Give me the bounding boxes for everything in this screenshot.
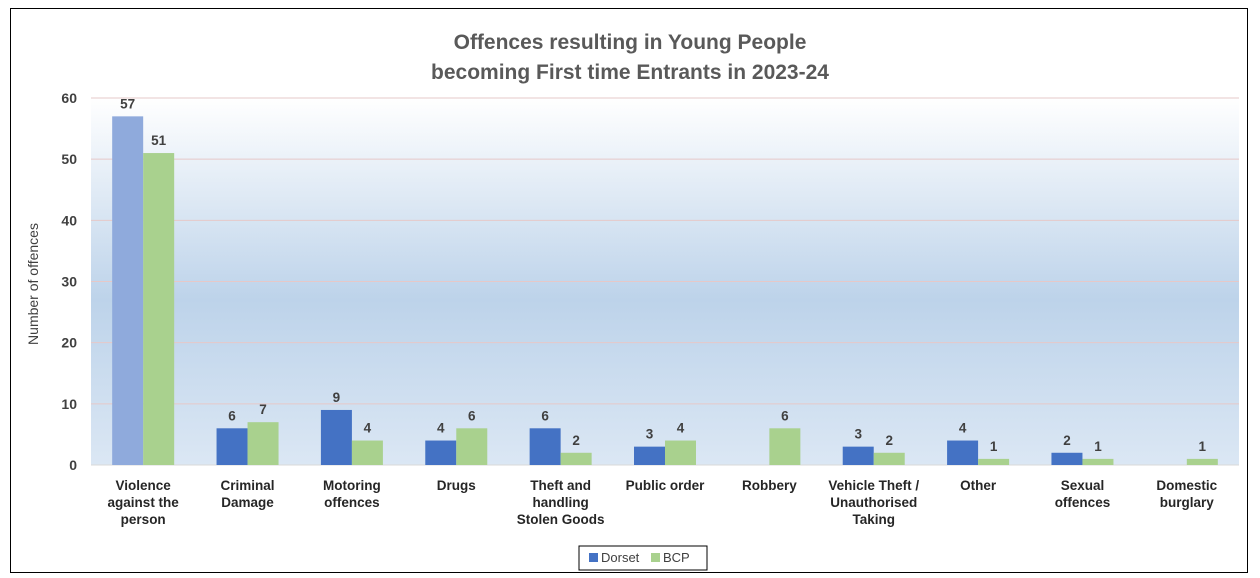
bar-dorset [112,116,144,465]
bar-dorset [320,409,352,465]
data-label: 6 [541,408,549,423]
y-tick-label: 50 [61,151,77,167]
bar-dorset [634,446,665,465]
category-label: Criminal [221,478,275,493]
category-label: Vehicle Theft / [828,478,919,493]
legend-swatch-bcp [651,553,660,562]
data-label: 2 [572,433,580,448]
bar-bcp [143,153,175,466]
chart-title-line: Offences resulting in Young People [454,31,807,54]
bar-bcp [665,440,696,465]
category-label: handling [533,495,589,510]
category-label: Sexual [1061,478,1105,493]
category-label: Other [960,478,997,493]
data-label: 4 [677,421,685,436]
legend-label-dorset: Dorset [601,550,640,565]
category-label: Robbery [742,478,797,493]
data-label: 1 [1094,439,1102,454]
category-label: Damage [221,495,274,510]
category-label: Stolen Goods [517,512,605,527]
category-label: Public order [626,478,706,493]
data-label: 4 [364,421,372,436]
bar-bcp [456,428,488,465]
y-tick-label: 10 [61,396,77,412]
data-label: 6 [468,408,476,423]
data-label: 3 [646,427,654,442]
category-label: Domestic [1156,478,1217,493]
bar-dorset [947,440,979,465]
chart-frame: Offences resulting in Young People becomi… [10,8,1248,573]
y-axis-ticks: 0 10 20 30 40 50 60 [61,90,77,473]
data-label: 2 [1063,433,1071,448]
y-tick-label: 30 [61,274,77,290]
category-label: offences [1055,495,1111,510]
bar-bcp [1082,458,1114,465]
data-labels: 57 51 6 7 9 4 4 6 6 2 3 4 6 3 2 4 1 2 1 1 [120,96,1206,454]
bar-bcp [769,428,801,465]
data-label: 1 [990,439,998,454]
y-tick-label: 60 [61,90,77,106]
legend: Dorset BCP [578,545,708,571]
data-label: 6 [228,408,236,423]
bar-bcp [1186,458,1218,465]
y-tick-label: 20 [61,335,77,351]
data-label: 1 [1199,439,1207,454]
bar-bcp [978,458,1010,465]
data-label: 2 [885,433,893,448]
bar-dorset [425,440,457,465]
chart-title-line: becoming First time Entrants in 2023-24 [431,61,829,84]
data-label: 4 [959,421,967,436]
data-label: 57 [120,96,135,111]
category-label: offences [324,495,380,510]
data-label: 4 [437,421,445,436]
legend-swatch-dorset [589,553,598,562]
category-label: Motoring [323,478,381,493]
data-label: 51 [151,133,167,148]
legend-label-bcp: BCP [663,550,690,565]
data-label: 9 [333,390,341,405]
data-label: 7 [259,402,267,417]
y-axis-title: Number of offences [25,223,41,345]
data-label: 3 [854,427,862,442]
category-label: Unauthorised [830,495,917,510]
category-label: Drugs [437,478,476,493]
category-label: Theft and [530,478,591,493]
bar-bcp [351,440,383,465]
bar-bcp [873,452,905,465]
data-label: 6 [781,408,789,423]
y-tick-label: 0 [69,457,77,473]
category-label: person [121,512,166,527]
chart-svg: Offences resulting in Young People becomi… [25,31,1239,571]
chart-title: Offences resulting in Young People becomi… [431,31,829,84]
y-tick-label: 40 [61,212,77,228]
category-label: Violence [116,478,172,493]
bar-dorset [842,446,874,465]
bar-dorset [216,428,248,465]
bar-dorset [529,428,561,465]
bar-dorset [1051,452,1083,465]
bars [112,116,1218,466]
legend-box [578,545,708,571]
category-label: Taking [852,512,895,527]
gridlines [91,97,1239,466]
category-labels: Violence against the person Criminal Damage M… [108,478,1218,527]
category-label: burglary [1160,495,1215,510]
bar-bcp [247,422,279,465]
category-label: against the [108,495,180,510]
bar-bcp [560,452,592,465]
